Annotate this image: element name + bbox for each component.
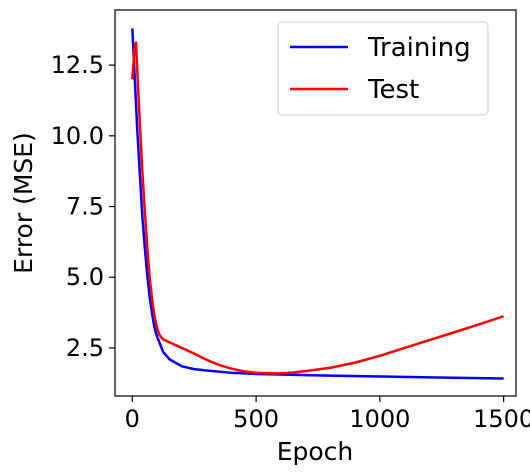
x-tick-label: 1000 [349, 405, 410, 433]
y-axis-label: Error (MSE) [9, 132, 38, 274]
y-tick-label: 2.5 [66, 334, 104, 362]
x-tick-label: 1500 [473, 405, 530, 433]
y-tick-label: 10.0 [51, 122, 104, 150]
y-tick-label: 7.5 [66, 193, 104, 221]
y-tick-label: 5.0 [66, 263, 104, 291]
series-line-training [131, 28, 504, 380]
x-tick-label: 500 [233, 405, 279, 433]
y-tick-label: 12.5 [51, 51, 104, 79]
x-tick-label: 0 [125, 405, 140, 433]
series-layer [131, 28, 505, 380]
legend-label-test: Test [367, 75, 419, 105]
legend-box [277, 21, 489, 116]
x-axis-ticks: 0 500 1000 1500 [125, 396, 530, 433]
x-axis-label: Epoch [277, 437, 354, 466]
legend-label-training: Training [367, 33, 471, 63]
y-axis-ticks: 2.5 5.0 7.5 10.0 12.5 [51, 51, 115, 362]
series-line-test [131, 41, 505, 375]
legend: Training Test [277, 21, 489, 116]
plot-frame [114, 9, 517, 397]
